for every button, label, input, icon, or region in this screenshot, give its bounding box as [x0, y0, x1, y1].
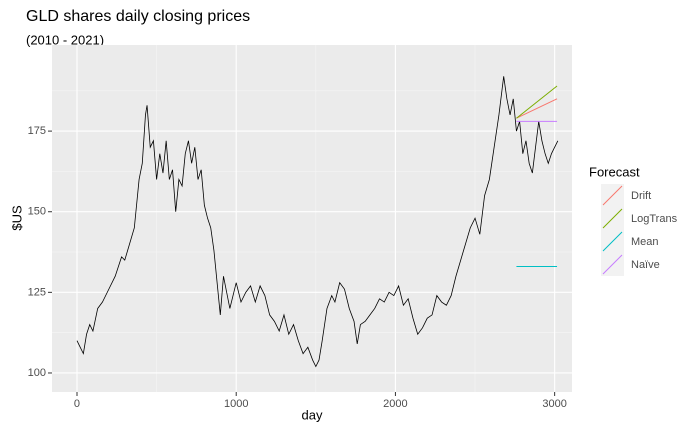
x-tick-label: 2000	[383, 398, 407, 410]
y-tick-label: 100	[28, 367, 46, 379]
legend-title: Forecast	[589, 164, 640, 179]
legend-label: LogTrans	[631, 213, 678, 225]
y-tick-label: 150	[28, 206, 46, 218]
y-tick-label: 125	[28, 286, 46, 298]
panel	[52, 45, 572, 392]
x-tick-label: 3000	[542, 398, 566, 410]
chart-subtitle: (2010 - 2021)	[26, 32, 104, 47]
legend-swatch	[602, 254, 623, 275]
chart-title: GLD shares daily closing prices	[26, 8, 250, 25]
y-axis-label: $US	[9, 205, 24, 231]
legend-label: Drift	[631, 190, 651, 202]
line	[516, 98, 558, 119]
x-tick-label: 1000	[224, 398, 248, 410]
line	[76, 76, 559, 368]
line	[516, 85, 558, 119]
legend-label: Naïve	[631, 259, 660, 271]
y-tick-label: 175	[28, 125, 46, 137]
legend-swatch	[602, 185, 623, 206]
x-tick-label: 0	[74, 398, 80, 410]
legend-swatch	[602, 231, 623, 252]
x-axis-label: day	[302, 407, 323, 422]
legend-label: Mean	[631, 236, 659, 248]
legend-swatch	[602, 208, 623, 229]
